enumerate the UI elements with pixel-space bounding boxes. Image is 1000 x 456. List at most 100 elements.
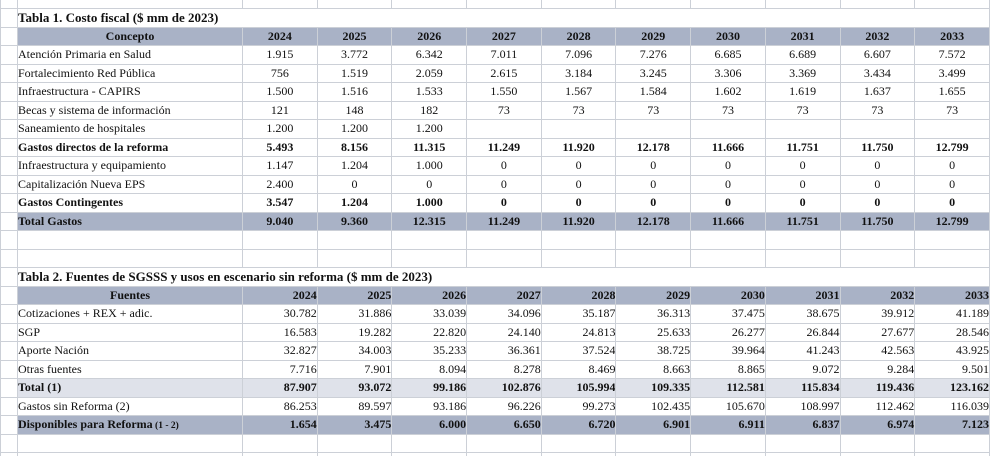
data-cell[interactable]: 0 <box>765 194 841 213</box>
data-cell[interactable]: 73 <box>616 101 692 120</box>
row-label[interactable]: Saneamiento de hospitales <box>18 120 244 139</box>
data-cell[interactable]: 34.096 <box>467 305 542 324</box>
row-label[interactable]: Gastos Contingentes <box>18 194 244 213</box>
data-cell[interactable]: 121 <box>243 101 318 120</box>
data-cell[interactable]: 25.633 <box>616 323 692 342</box>
data-cell[interactable]: 36.361 <box>467 342 542 361</box>
data-cell[interactable]: 34.003 <box>317 342 393 361</box>
data-cell[interactable]: 1.204 <box>317 194 393 213</box>
column-header-year[interactable]: 2031 <box>765 286 841 305</box>
column-header-year[interactable]: 2032 <box>840 286 916 305</box>
data-cell[interactable]: 38.725 <box>616 342 692 361</box>
data-cell[interactable]: 1.915 <box>243 46 318 65</box>
data-cell[interactable]: 0 <box>691 194 766 213</box>
column-header-year[interactable]: 2030 <box>691 286 766 305</box>
data-cell[interactable]: 1.000 <box>392 157 468 176</box>
data-cell[interactable]: 7.276 <box>616 46 692 65</box>
data-cell[interactable]: 11.751 <box>765 212 841 231</box>
data-cell[interactable]: 756 <box>243 64 318 83</box>
row-label[interactable]: Disponibles para Reforma (1 - 2) <box>18 416 244 435</box>
data-cell[interactable]: 0 <box>691 157 766 176</box>
data-cell[interactable]: 11.249 <box>467 138 542 157</box>
column-header-year[interactable]: 2028 <box>541 286 617 305</box>
data-cell[interactable]: 6.974 <box>840 416 916 435</box>
data-cell[interactable]: 112.581 <box>691 379 766 398</box>
data-cell[interactable]: 6.650 <box>467 416 542 435</box>
data-cell[interactable]: 26.844 <box>765 323 841 342</box>
data-cell[interactable]: 1.637 <box>840 83 916 102</box>
data-cell[interactable]: 123.162 <box>915 379 990 398</box>
data-cell[interactable]: 1.654 <box>243 416 318 435</box>
data-cell[interactable] <box>467 120 542 139</box>
data-cell[interactable]: 22.820 <box>392 323 468 342</box>
data-cell[interactable] <box>541 120 617 139</box>
data-cell[interactable]: 11.666 <box>691 212 766 231</box>
data-cell[interactable]: 9.360 <box>317 212 393 231</box>
data-cell[interactable]: 3.369 <box>765 64 841 83</box>
data-cell[interactable]: 87.907 <box>243 379 318 398</box>
data-cell[interactable]: 0 <box>616 157 692 176</box>
data-cell[interactable]: 1.204 <box>317 157 393 176</box>
data-cell[interactable]: 7.123 <box>915 416 990 435</box>
data-cell[interactable]: 16.583 <box>243 323 318 342</box>
data-cell[interactable]: 24.140 <box>467 323 542 342</box>
data-cell[interactable]: 1.200 <box>243 120 318 139</box>
row-label[interactable]: Gastos sin Reforma (2) <box>18 397 244 416</box>
data-cell[interactable]: 1.550 <box>467 83 542 102</box>
data-cell[interactable]: 6.720 <box>541 416 617 435</box>
data-cell[interactable]: 108.997 <box>765 397 841 416</box>
data-cell[interactable]: 31.886 <box>317 305 393 324</box>
data-cell[interactable]: 0 <box>616 175 692 194</box>
data-cell[interactable]: 12.178 <box>616 138 692 157</box>
data-cell[interactable]: 182 <box>392 101 468 120</box>
row-label[interactable]: Atención Primaria en Salud <box>18 46 244 65</box>
data-cell[interactable]: 3.499 <box>915 64 990 83</box>
data-cell[interactable]: 1.200 <box>392 120 468 139</box>
data-cell[interactable]: 99.273 <box>541 397 617 416</box>
data-cell[interactable]: 28.546 <box>915 323 990 342</box>
table1-title[interactable]: Tabla 1. Costo fiscal ($ mm de 2023) <box>18 9 990 28</box>
data-cell[interactable]: 12.799 <box>915 138 990 157</box>
data-cell[interactable]: 73 <box>541 101 617 120</box>
data-cell[interactable]: 39.912 <box>840 305 916 324</box>
data-cell[interactable]: 1.516 <box>317 83 393 102</box>
data-cell[interactable]: 7.901 <box>317 360 393 379</box>
row-label[interactable]: Fortalecimiento Red Pública <box>18 64 244 83</box>
data-cell[interactable]: 89.597 <box>317 397 393 416</box>
data-cell[interactable]: 6.689 <box>765 46 841 65</box>
data-cell[interactable]: 6.685 <box>691 46 766 65</box>
row-label[interactable]: Infraestructura - CAPIRS <box>18 83 244 102</box>
data-cell[interactable]: 8.156 <box>317 138 393 157</box>
data-cell[interactable]: 39.964 <box>691 342 766 361</box>
data-cell[interactable]: 1.602 <box>691 83 766 102</box>
data-cell[interactable]: 0 <box>541 175 617 194</box>
data-cell[interactable]: 0 <box>840 194 916 213</box>
data-cell[interactable]: 26.277 <box>691 323 766 342</box>
data-cell[interactable] <box>840 120 916 139</box>
data-cell[interactable]: 0 <box>691 175 766 194</box>
column-header-year[interactable]: 2031 <box>765 27 841 46</box>
column-header-year[interactable]: 2032 <box>840 27 916 46</box>
data-cell[interactable]: 86.253 <box>243 397 318 416</box>
data-cell[interactable]: 0 <box>541 157 617 176</box>
data-cell[interactable]: 0 <box>467 175 542 194</box>
data-cell[interactable]: 1.584 <box>616 83 692 102</box>
column-header-year[interactable]: 2029 <box>616 286 692 305</box>
data-cell[interactable]: 7.096 <box>541 46 617 65</box>
data-cell[interactable]: 37.524 <box>541 342 617 361</box>
data-cell[interactable]: 93.186 <box>392 397 468 416</box>
data-cell[interactable]: 11.751 <box>765 138 841 157</box>
data-cell[interactable]: 7.011 <box>467 46 542 65</box>
data-cell[interactable]: 8.663 <box>616 360 692 379</box>
column-header-year[interactable]: 2025 <box>317 27 393 46</box>
data-cell[interactable]: 0 <box>840 175 916 194</box>
data-cell[interactable]: 73 <box>915 101 990 120</box>
data-cell[interactable]: 8.469 <box>541 360 617 379</box>
column-header-year[interactable]: 2029 <box>616 27 692 46</box>
data-cell[interactable]: 27.677 <box>840 323 916 342</box>
data-cell[interactable]: 8.094 <box>392 360 468 379</box>
column-header-year[interactable]: 2033 <box>915 27 990 46</box>
data-cell[interactable]: 19.282 <box>317 323 393 342</box>
row-label[interactable]: Total Gastos <box>18 212 244 231</box>
data-cell[interactable]: 9.501 <box>915 360 990 379</box>
